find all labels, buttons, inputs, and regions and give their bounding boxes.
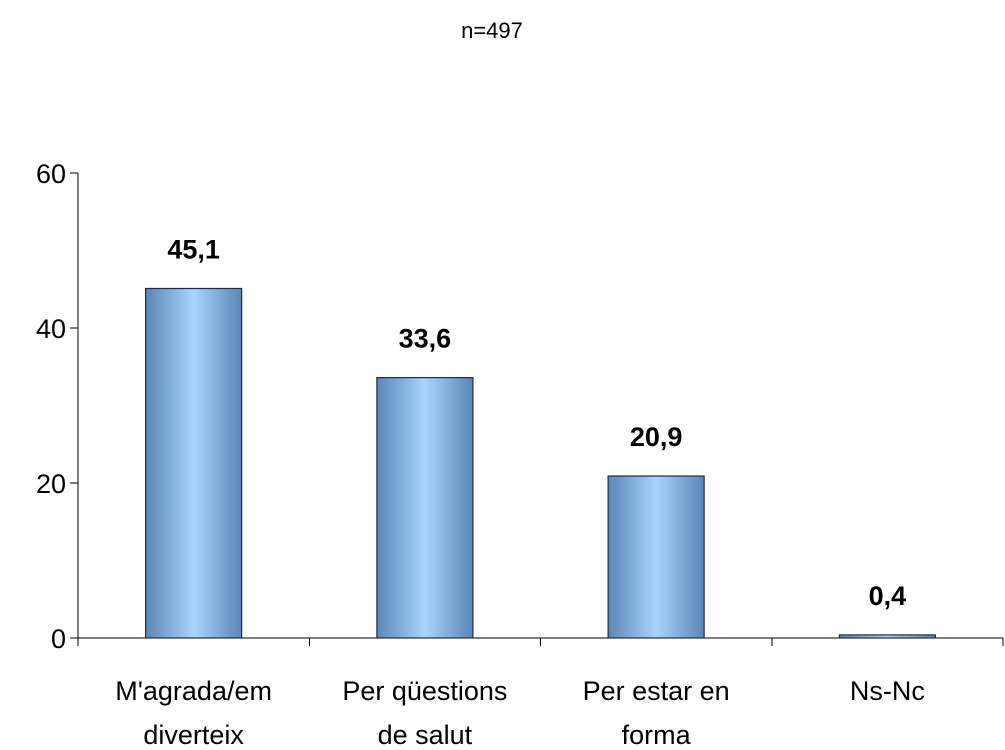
data-label: 20,9 xyxy=(630,422,683,452)
x-category-label: diverteix xyxy=(143,720,244,750)
data-label: 0,4 xyxy=(869,581,907,611)
bar xyxy=(145,287,243,639)
bar xyxy=(838,634,936,639)
x-category-label: de salut xyxy=(378,720,473,750)
chart-subtitle: n=497 xyxy=(461,18,523,43)
y-tick-label: 20 xyxy=(36,469,66,499)
x-category-label: Per qüestions xyxy=(342,676,507,706)
y-tick-label: 60 xyxy=(36,159,66,189)
bars xyxy=(145,287,936,639)
x-category-label: M'agrada/em xyxy=(115,676,272,706)
data-label: 45,1 xyxy=(167,234,220,264)
x-category-label: Per estar en xyxy=(583,676,730,706)
category-labels: M'agrada/em diverteix Per qüestions de salu… xyxy=(115,676,925,750)
bar xyxy=(607,475,705,639)
x-category-label: forma xyxy=(622,720,692,750)
data-labels: 45,1 33,6 20,9 0,4 xyxy=(167,234,906,610)
data-label: 33,6 xyxy=(399,324,452,354)
y-tick-label: 40 xyxy=(36,314,66,344)
x-category-label: Ns-Nc xyxy=(850,676,925,706)
y-tick-label: 0 xyxy=(51,624,66,654)
bar xyxy=(376,377,474,639)
